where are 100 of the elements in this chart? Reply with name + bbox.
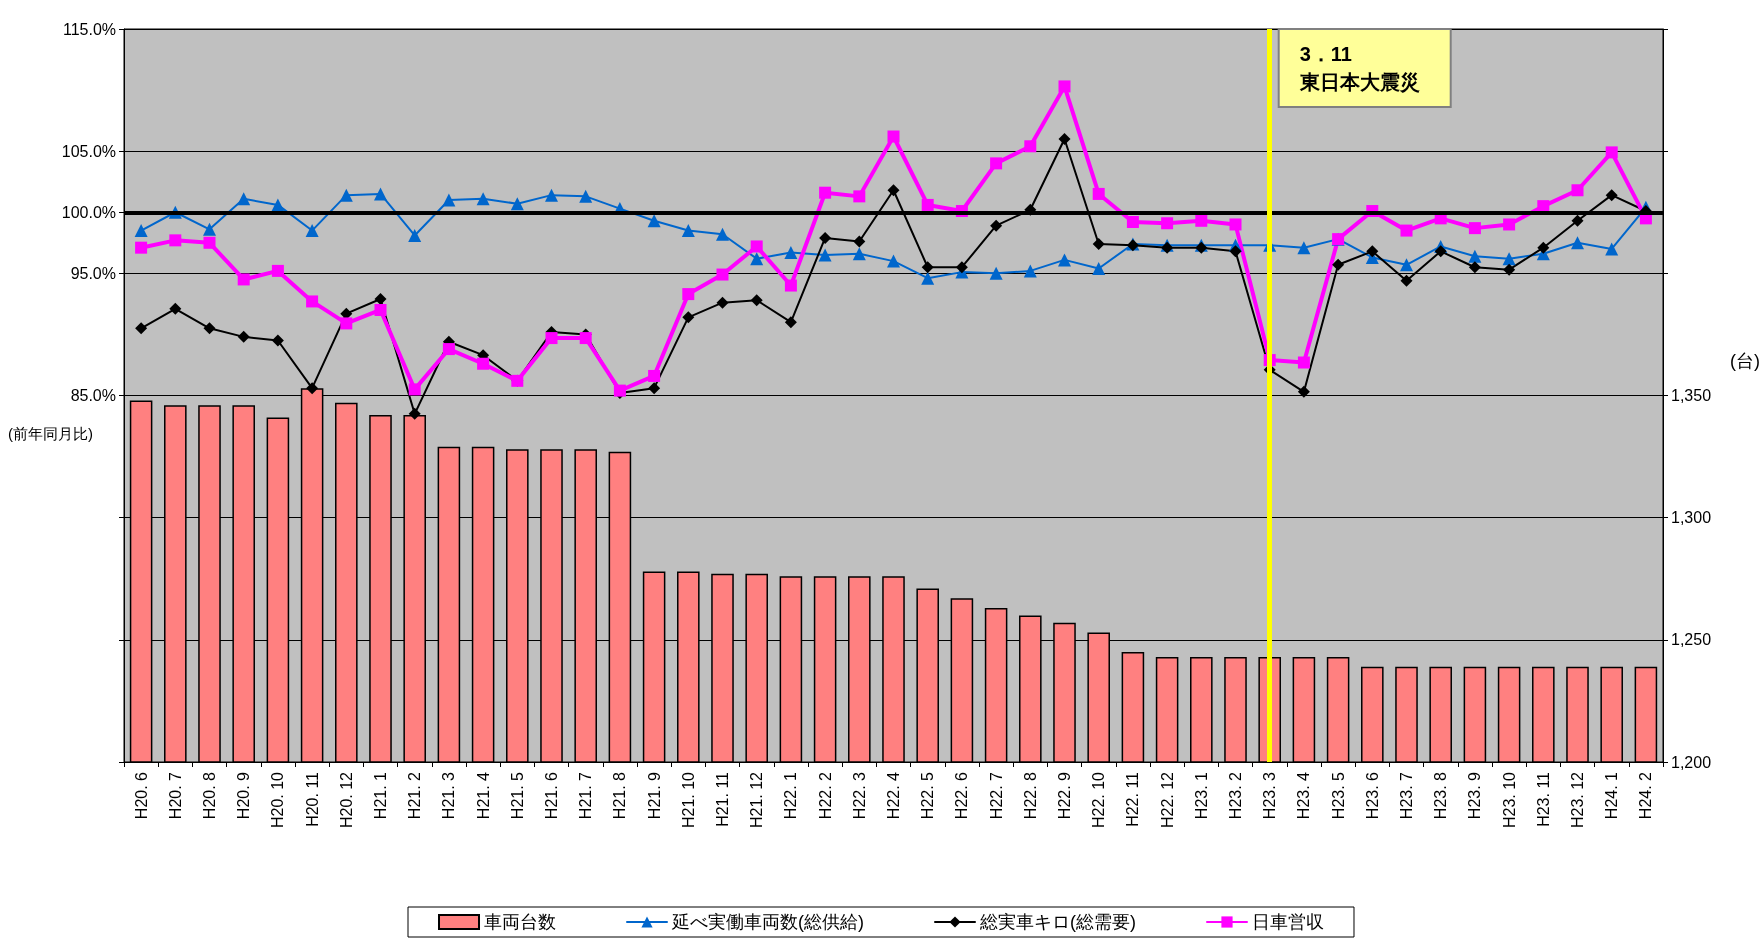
point [784,316,797,329]
x-tick-label: H20. 12 [337,771,355,829]
x-tick-label: H20. 11 [303,771,321,827]
point [237,273,250,286]
point [477,357,490,370]
x-tick-label: H22. 8 [1021,771,1039,820]
point [408,383,421,396]
legend-label: 総実車キロ(総需要) [979,912,1136,932]
x-tick-label: H23. 3 [1261,771,1279,820]
point [271,198,285,212]
x-tick-label: H21. 12 [748,771,766,829]
y-tick-label: 115.0% [62,20,116,38]
point [1400,258,1413,272]
point [134,224,148,238]
point [819,231,832,244]
point [1092,261,1106,275]
y-axis-title: (前年同月比) [8,424,93,442]
point [648,382,661,395]
point [237,330,250,343]
x-tick-label: H24. 2 [1637,771,1655,820]
point [1297,241,1311,255]
y-tick-label: 100.0% [61,203,116,221]
point [1571,236,1584,250]
x-tick-label: H22. 5 [919,771,937,820]
y2-tick-label: 1,200 [1671,753,1712,771]
point [818,248,832,262]
x-tick-label: H21. 11 [714,771,731,827]
x-tick-label: H20. 9 [235,771,253,820]
point [1605,146,1618,159]
x-tick-label: H22. 4 [885,771,902,820]
x-tick-label: H22. 6 [953,771,971,820]
point [1502,252,1516,266]
y2-axis-title: (台) [1730,350,1761,371]
x-tick-label: H21. 6 [543,771,560,820]
x-tick-label: H22. 9 [1056,771,1073,820]
y2-tick-label: 1,350 [1671,387,1712,404]
point [682,311,695,324]
point [545,332,558,345]
point [1434,245,1447,258]
x-tick-label: H23. 5 [1329,771,1347,820]
point [1571,214,1584,227]
x-tick-label: H23. 9 [1466,771,1484,820]
point [545,188,558,202]
point [852,247,866,261]
point [681,224,695,238]
point [306,295,319,308]
point [271,334,284,347]
point [716,296,729,309]
point [955,261,968,274]
x-tick-label: H22. 1 [782,771,800,820]
x-tick-label: H20. 7 [166,771,184,820]
point [408,407,421,420]
point [305,224,319,238]
point [271,264,284,277]
point [579,332,592,345]
x-tick-label: H23. 10 [1500,771,1518,829]
point [339,188,353,202]
x-tick-label: H21. 1 [372,771,389,820]
point [1503,263,1516,276]
point [1468,222,1481,235]
point [1058,132,1071,145]
x-tick-label: H23. 1 [1192,771,1210,820]
point [716,268,729,281]
x-tick-label: H23. 7 [1398,771,1415,820]
x-tick-label: H22. 7 [987,771,1005,820]
point [579,189,593,203]
point [853,235,866,248]
x-tick-label: H23. 2 [1227,771,1244,820]
point [921,261,934,274]
x-tick-label: H23. 6 [1363,771,1381,820]
point [887,130,900,143]
point [1605,242,1619,256]
point [1537,241,1550,254]
point [306,382,319,395]
x-tick-label: H22. 3 [850,771,868,820]
point [169,234,182,247]
legend-label: 日車営収 [1251,912,1324,932]
point [647,214,661,228]
point [1503,218,1516,231]
point [203,236,216,249]
x-tick-label: H21. 2 [406,771,424,820]
x-tick-label: H22. 12 [1158,771,1176,829]
point [887,184,900,197]
point [340,317,353,330]
x-tick-label: H21. 5 [508,771,526,820]
point [1400,224,1413,237]
point [510,197,524,211]
point [374,303,387,316]
point [1161,217,1174,230]
point [989,266,1003,280]
point [135,241,148,254]
point [784,246,798,260]
point [682,288,695,301]
x-tick-label: H20. 8 [201,771,218,820]
x-tick-label: H21. 9 [645,771,663,820]
x-tick-label: H22. 2 [816,771,834,820]
point [1297,385,1310,398]
point [1332,258,1345,271]
x-tick-label: H23. 4 [1295,771,1313,820]
x-tick-label: H22. 10 [1090,771,1108,829]
